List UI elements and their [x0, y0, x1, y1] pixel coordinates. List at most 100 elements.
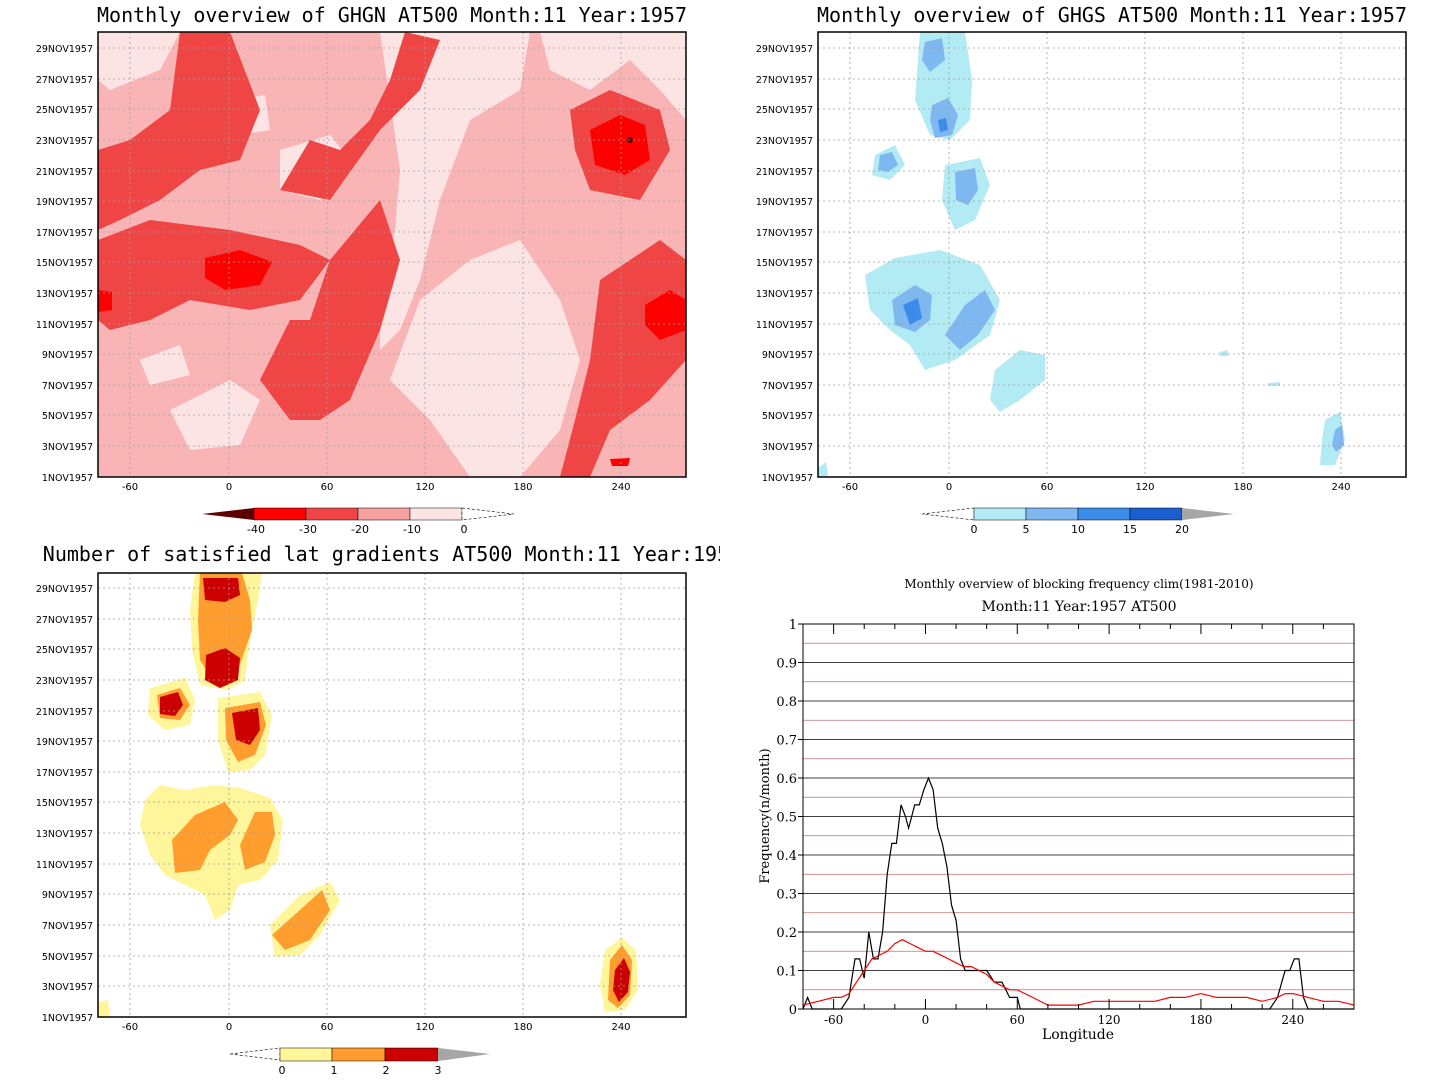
x-tick-label: 0 [226, 482, 232, 493]
y-tick-label: 7NOV1957 [762, 381, 813, 392]
x-tick-label: 180 [513, 1022, 532, 1033]
y-tick-label: 0.3 [776, 888, 797, 903]
chart-x-axis: -60 0 60 120 180 240 [802, 624, 1355, 1027]
colorbar-label: 0 [279, 1064, 286, 1077]
y-tick-label: 25NOV1957 [36, 645, 93, 656]
y-tick-label: 17NOV1957 [756, 228, 813, 239]
x-tick-label: 60 [321, 482, 334, 493]
nsat-field [98, 573, 686, 1017]
ghgn-title: Monthly overview of GHGN AT500 Month:11 … [97, 3, 687, 27]
colorbar-label: 0 [461, 523, 468, 536]
x-tick-label: 0 [946, 482, 952, 493]
colorbar-label: 20 [1175, 523, 1189, 536]
blocking-frequency-chart: Monthly overview of blocking frequency c… [758, 577, 1355, 1043]
y-tick-label: 5NOV1957 [762, 411, 813, 422]
x-tick-label: 180 [513, 482, 532, 493]
chart-title: Monthly overview of blocking frequency c… [904, 577, 1253, 591]
y-tick-label: 29NOV1957 [756, 44, 813, 55]
y-tick-label: 17NOV1957 [36, 228, 93, 239]
colorbar-label: -10 [403, 523, 421, 536]
y-tick-label: 15NOV1957 [36, 798, 93, 809]
y-tick-label: 0.7 [776, 734, 797, 749]
y-tick-label: 23NOV1957 [756, 136, 813, 147]
x-tick-label: 180 [1233, 482, 1252, 493]
y-tick-label: 0.8 [776, 695, 797, 710]
ghgs-panel: Monthly overview of GHGS AT500 Month:11 … [756, 3, 1407, 536]
x-tick-label: 120 [1135, 482, 1154, 493]
y-tick-label: 19NOV1957 [36, 737, 93, 748]
chart-subtitle: Month:11 Year:1957 AT500 [982, 599, 1177, 615]
y-tick-label: 0.2 [776, 926, 797, 941]
y-tick-label: 7NOV1957 [42, 381, 93, 392]
x-tick-label: 240 [1331, 482, 1350, 493]
y-tick-label: 11NOV1957 [36, 860, 93, 871]
colorbar-label: 1 [331, 1064, 338, 1077]
colorbar-label: 5 [1023, 523, 1030, 536]
y-tick-label: 3NOV1957 [42, 982, 93, 993]
y-tick-label: 19NOV1957 [756, 197, 813, 208]
y-tick-label: 25NOV1957 [36, 105, 93, 116]
y-tick-label: 0.4 [776, 849, 797, 864]
x-tick-label: 240 [611, 1022, 630, 1033]
y-tick-label: 5NOV1957 [42, 411, 93, 422]
chart-grid [803, 642, 1354, 991]
y-tick-label: 27NOV1957 [36, 615, 93, 626]
y-tick-label: 27NOV1957 [36, 75, 93, 86]
chart-y-axis: 0 0.1 0.2 0.3 0.4 0.5 0.6 0.7 0.8 0.9 1 [776, 618, 803, 1018]
y-tick-label: 0.9 [776, 657, 797, 672]
colorbar-label: 2 [383, 1064, 390, 1077]
nsat-title: Number of satisfied lat gradients AT500 … [43, 542, 720, 566]
y-tick-label: 9NOV1957 [42, 350, 93, 361]
ghgn-field [98, 32, 686, 477]
y-tick-label: 25NOV1957 [756, 105, 813, 116]
x-tick-label: -60 [122, 1022, 138, 1033]
colorbar-label: -20 [351, 523, 369, 536]
y-tick-label: 19NOV1957 [36, 197, 93, 208]
x-tick-label: 240 [611, 482, 630, 493]
y-tick-label: 13NOV1957 [36, 289, 93, 300]
x-tick-label: 120 [415, 1022, 434, 1033]
y-tick-label: 23NOV1957 [36, 676, 93, 687]
ghgs-y-axis: 1NOV1957 3NOV1957 5NOV1957 7NOV1957 9NOV… [756, 44, 813, 484]
y-tick-label: 13NOV1957 [36, 829, 93, 840]
y-tick-label: 0.6 [776, 772, 797, 787]
x-tick-label: 240 [1281, 1013, 1304, 1027]
colorbar-label: -40 [247, 523, 265, 536]
x-tick-label: 60 [1010, 1013, 1025, 1027]
y-tick-label: 11NOV1957 [36, 320, 93, 331]
nsat-colorbar: 0 1 2 3 [229, 1047, 490, 1077]
y-tick-label: 0 [789, 1003, 797, 1018]
y-tick-label: 5NOV1957 [42, 952, 93, 963]
colorbar-label: 10 [1071, 523, 1085, 536]
ghgn-y-axis: 1NOV1957 3NOV1957 5NOV1957 7NOV1957 9NOV… [36, 44, 93, 484]
nsat-y-axis: 1NOV1957 3NOV1957 5NOV1957 7NOV1957 9NOV… [36, 584, 93, 1024]
nsat-panel: Number of satisfied lat gradients AT500 … [36, 542, 720, 1077]
chart-ylabel: Frequency(n/month) [758, 748, 773, 883]
y-tick-label: 21NOV1957 [36, 167, 93, 178]
y-tick-label: 3NOV1957 [762, 442, 813, 453]
y-tick-label: 9NOV1957 [762, 350, 813, 361]
x-tick-label: 0 [226, 1022, 232, 1033]
x-tick-label: 0 [922, 1013, 930, 1027]
x-tick-label: 120 [1098, 1013, 1121, 1027]
x-tick-label: -60 [842, 482, 858, 493]
x-tick-label: 180 [1189, 1013, 1212, 1027]
y-tick-label: 13NOV1957 [756, 289, 813, 300]
y-tick-label: 15NOV1957 [756, 258, 813, 269]
ghgs-title: Monthly overview of GHGS AT500 Month:11 … [817, 3, 1407, 27]
ghgn-panel: Monthly overview of GHGN AT500 Month:11 … [36, 3, 687, 536]
nsat-x-axis: -60 0 60 120 180 240 [122, 1022, 631, 1033]
y-tick-label: 29NOV1957 [36, 584, 93, 595]
y-tick-label: 27NOV1957 [756, 75, 813, 86]
ghgs-field [818, 32, 1406, 477]
y-tick-label: 21NOV1957 [756, 167, 813, 178]
y-tick-label: 11NOV1957 [756, 320, 813, 331]
x-tick-label: 120 [415, 482, 434, 493]
colorbar-label: 3 [435, 1064, 442, 1077]
chart-xlabel: Longitude [1042, 1027, 1114, 1043]
colorbar-label: -30 [299, 523, 317, 536]
series-line-red [802, 939, 1355, 1006]
x-tick-label: -60 [824, 1013, 843, 1027]
y-tick-label: 1NOV1957 [42, 1013, 93, 1024]
y-tick-label: 3NOV1957 [42, 442, 93, 453]
